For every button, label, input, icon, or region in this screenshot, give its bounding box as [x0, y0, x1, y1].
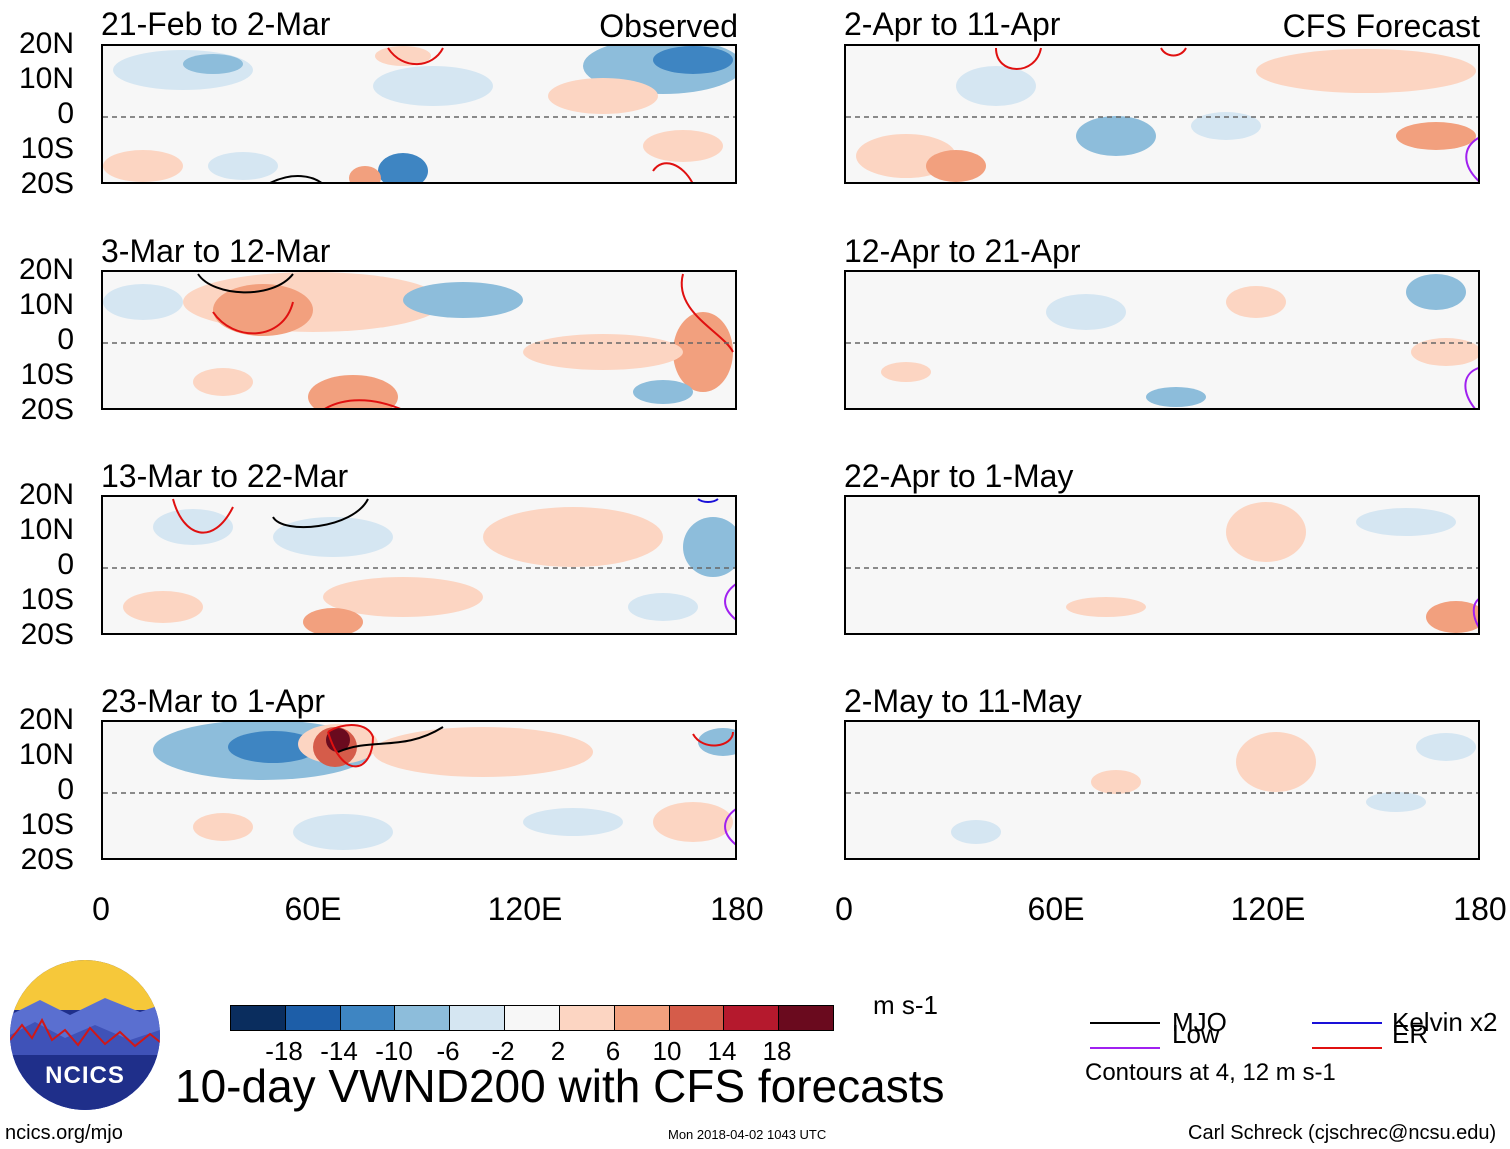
lat-label: 20S	[20, 167, 74, 200]
lat-label: 10S	[20, 808, 74, 841]
lat-label: 20S	[20, 843, 74, 876]
colorbar-label: 10	[652, 1036, 682, 1066]
colorbar-label: -2	[491, 1036, 515, 1066]
legend-mjo-label: MJO	[1172, 1007, 1227, 1037]
lat-label: 10S	[20, 358, 74, 391]
figure-title: 10-day VWND200 with CFS forecasts	[175, 1060, 945, 1112]
legend-mjo-line	[1090, 1022, 1160, 1024]
colorbar-label: 2	[550, 1036, 566, 1066]
colorbar-swatch	[558, 1006, 614, 1030]
colorbar-swatch	[394, 1006, 450, 1030]
lon-label: 60E	[284, 891, 342, 927]
footer-timestamp: Mon 2018-04-02 1043 UTC	[668, 1127, 827, 1142]
lon-label: 180	[1453, 891, 1507, 927]
lat-label: 20S	[20, 393, 74, 426]
legend-er-line	[1312, 1047, 1382, 1049]
lon-label: 120E	[487, 891, 563, 927]
legend-low-line	[1090, 1047, 1160, 1049]
colorbar-units: m s-1	[873, 990, 938, 1020]
panel-title-obs-3: 13-Mar to 22-Mar	[101, 458, 349, 494]
colorbar-swatch	[723, 1006, 779, 1030]
map-panel-fcst-2	[844, 270, 1480, 410]
colorbar-label: -6	[436, 1036, 460, 1066]
colorbar-label: 6	[605, 1036, 621, 1066]
panel-title-fcst-3: 22-Apr to 1-May	[844, 458, 1074, 494]
colorbar-swatch	[504, 1006, 559, 1030]
lat-label: 0	[57, 97, 74, 130]
panel-title-obs-1: 21-Feb to 2-Mar	[101, 6, 331, 42]
lat-label: 10S	[20, 132, 74, 165]
colorbar-label: 18	[762, 1036, 792, 1066]
lat-label: 20S	[20, 618, 74, 651]
lat-label: 10S	[20, 583, 74, 616]
colorbar-label: -14	[320, 1036, 358, 1066]
colorbar-swatch	[778, 1006, 833, 1030]
legend-er-label: ER	[1392, 1019, 1429, 1049]
map-panel-fcst-4	[844, 720, 1480, 860]
footer-author: Carl Schreck (cjschrec@ncsu.edu)	[1188, 1122, 1497, 1144]
lon-label: 0	[92, 891, 110, 927]
colorbar-label: -10	[375, 1036, 413, 1066]
lat-label: 20N	[18, 478, 74, 511]
map-panel-fcst-3	[844, 495, 1480, 635]
legend-kelvin-line	[1312, 1022, 1382, 1024]
lat-label: 0	[57, 773, 74, 806]
lat-label: 20N	[18, 703, 74, 736]
panel-title-obs-2: 3-Mar to 12-Mar	[101, 233, 331, 269]
footer-url[interactable]: ncics.org/mjo	[5, 1122, 123, 1144]
colorbar-swatch	[231, 1006, 285, 1030]
colorbar-label: -18	[265, 1036, 303, 1066]
lat-label: 20N	[18, 27, 74, 60]
panel-title-fcst-4: 2-May to 11-May	[844, 683, 1082, 719]
lat-label: 0	[57, 548, 74, 581]
colorbar-label: 14	[707, 1036, 737, 1066]
legend-note: Contours at 4, 12 m s-1	[1085, 1059, 1336, 1086]
colorbar-swatch	[339, 1006, 395, 1030]
lat-label: 0	[57, 323, 74, 356]
colorbar-swatch	[613, 1006, 669, 1030]
lon-label: 60E	[1027, 891, 1085, 927]
map-panel-obs-3	[101, 495, 737, 635]
colorbar-swatch	[449, 1006, 505, 1030]
lon-label: 120E	[1230, 891, 1306, 927]
lon-label: 0	[835, 891, 853, 927]
map-panel-obs-4	[101, 720, 737, 860]
map-panel-fcst-1	[844, 44, 1480, 184]
colorbar-swatch	[668, 1006, 724, 1030]
colorbar-swatch	[284, 1006, 340, 1030]
observed-tag: Observed	[599, 8, 738, 44]
lat-label: 10N	[18, 288, 74, 321]
map-panel-obs-1	[101, 44, 737, 184]
forecast-tag: CFS Forecast	[1282, 8, 1480, 44]
colorbar	[230, 1005, 834, 1031]
ncics-logo: NCICS	[10, 960, 160, 1110]
panel-title-fcst-2: 12-Apr to 21-Apr	[844, 233, 1081, 269]
lat-label: 10N	[18, 513, 74, 546]
legend-low-label: Low	[1172, 1019, 1220, 1049]
lat-label: 10N	[18, 738, 74, 771]
logo-text: NCICS	[45, 1062, 125, 1089]
legend-kelvin-label: Kelvin x2	[1392, 1007, 1498, 1037]
lat-label: 20N	[18, 253, 74, 286]
panel-title-obs-4: 23-Mar to 1-Apr	[101, 683, 326, 719]
lat-label: 10N	[18, 62, 74, 95]
map-panel-obs-2	[101, 270, 737, 410]
lon-label: 180	[710, 891, 764, 927]
panel-title-fcst-1: 2-Apr to 11-Apr	[844, 6, 1061, 42]
